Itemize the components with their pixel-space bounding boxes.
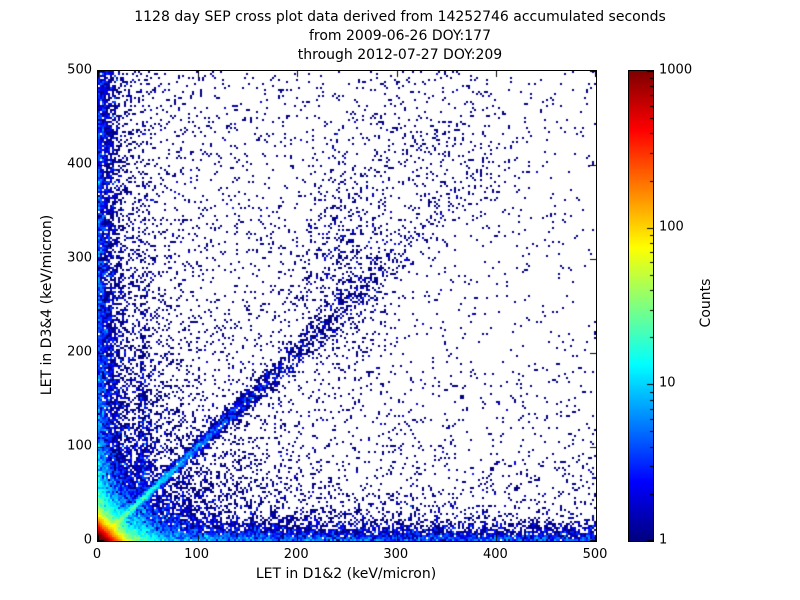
x-tick-label: 0	[92, 547, 102, 562]
colorbar-gradient	[629, 71, 653, 541]
y-axis-label: LET in D3&4 (keV/micron)	[39, 214, 55, 396]
colorbar-tick-label: 100	[659, 219, 684, 235]
scatter-heatmap-canvas	[98, 71, 596, 541]
x-tick-label: 200	[283, 547, 309, 562]
colorbar-frame	[628, 70, 654, 542]
chart-title-line-2: from 2009-06-26 DOY:177	[308, 28, 491, 44]
x-tick-label: 500	[582, 547, 608, 562]
x-tick-label: 300	[383, 547, 409, 562]
y-tick-label: 300	[67, 250, 92, 266]
x-axis-label: LET in D1&2 (keV/micron)	[255, 566, 437, 582]
y-tick-label: 400	[67, 156, 92, 172]
x-tick-label: 400	[482, 547, 508, 562]
y-tick-label: 100	[67, 438, 92, 454]
y-tick-label: 200	[67, 344, 92, 360]
colorbar-tick-label: 1	[659, 532, 668, 548]
colorbar-tick-label: 10	[659, 375, 676, 391]
colorbar-label: Counts	[698, 278, 714, 328]
plot-frame	[97, 70, 597, 542]
chart-title: 1128 day SEP cross plot data derived fro…	[0, 8, 800, 65]
colorbar-tick-label: 1000	[659, 62, 693, 78]
chart-title-line-1: 1128 day SEP cross plot data derived fro…	[134, 9, 666, 25]
x-tick-label: 100	[184, 547, 210, 562]
y-tick-label: 500	[67, 62, 92, 78]
chart-title-line-3: through 2012-07-27 DOY:209	[297, 47, 503, 63]
y-tick-label: 0	[83, 532, 92, 548]
